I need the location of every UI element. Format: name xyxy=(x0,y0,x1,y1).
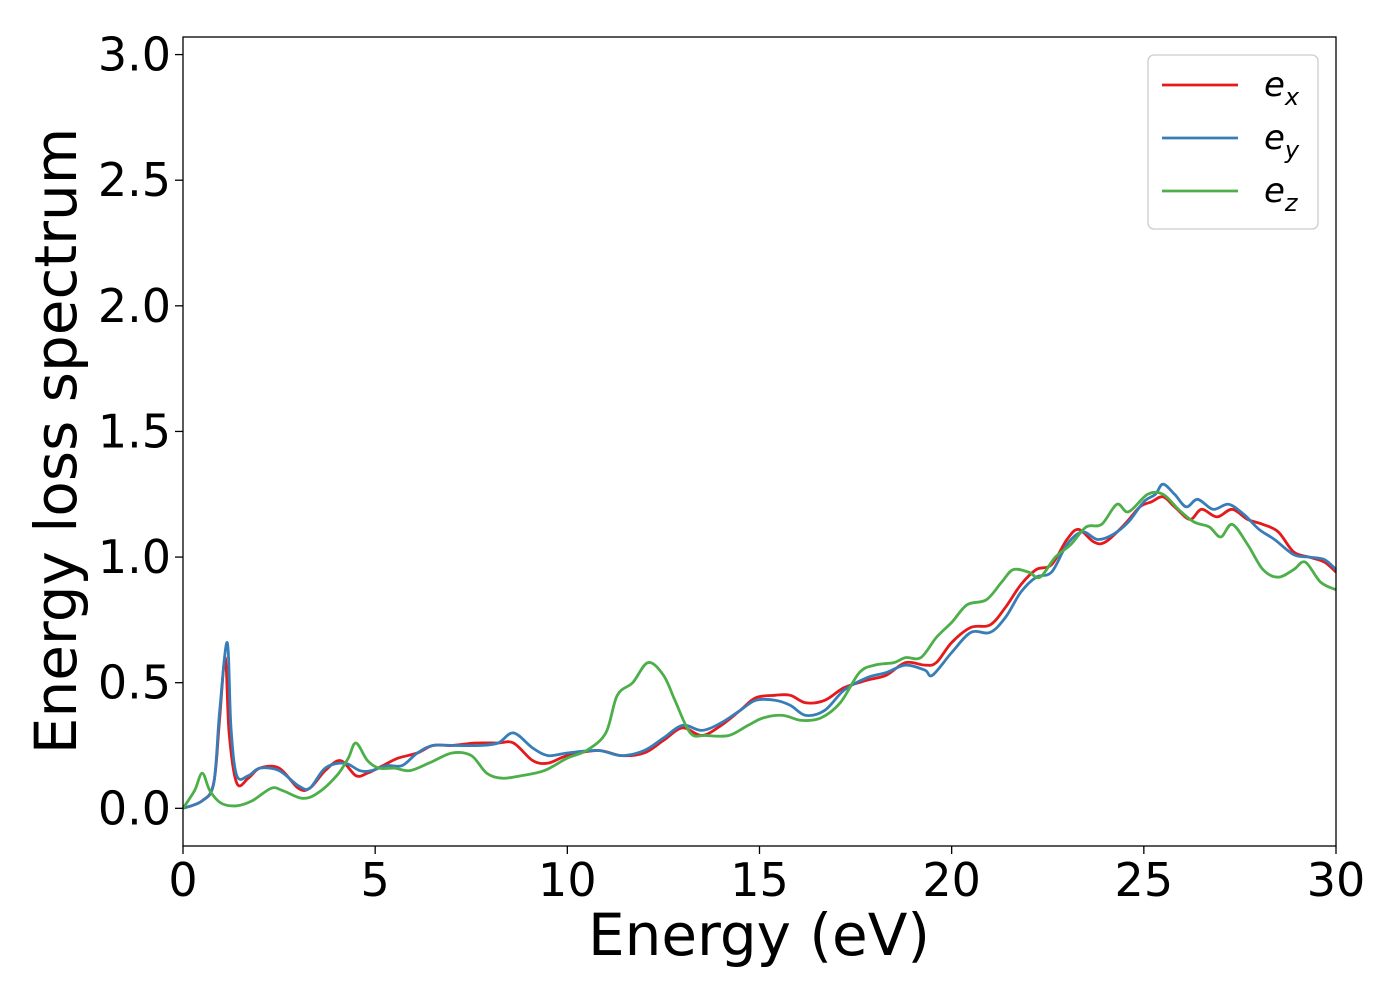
legend-label-subscript: x xyxy=(1284,83,1300,111)
y-tick-label: 3.0 xyxy=(98,28,171,82)
series-line-ex xyxy=(182,495,1337,810)
y-tick-label: 2.0 xyxy=(98,279,171,333)
legend-label-subscript: z xyxy=(1284,189,1299,217)
x-tick-label: 25 xyxy=(1115,853,1174,907)
y-tick-label: 1.0 xyxy=(98,530,171,584)
y-tick-label: 0.5 xyxy=(98,656,171,710)
legend-label-subscript: y xyxy=(1284,136,1300,164)
x-tick-label: 10 xyxy=(538,853,597,907)
legend-label-base: e xyxy=(1264,171,1285,211)
legend-label-ey: ey xyxy=(1264,118,1300,164)
y-tick-label: 0.0 xyxy=(98,781,171,835)
x-axis-ticks: 0 5 10 15 20 25 30 xyxy=(168,846,1365,907)
series-layer xyxy=(181,482,1337,810)
x-tick-label: 20 xyxy=(922,853,981,907)
legend-label-base: e xyxy=(1264,118,1285,158)
legend-label-base: e xyxy=(1264,65,1285,105)
legend-label-ex: ex xyxy=(1264,65,1300,111)
x-tick-label: 30 xyxy=(1307,853,1366,907)
y-tick-label: 1.5 xyxy=(98,404,171,458)
y-axis-title: Energy loss spectrum xyxy=(22,128,90,754)
x-axis-title: Energy (eV) xyxy=(588,901,930,969)
x-tick-label: 5 xyxy=(361,853,390,907)
legend-box xyxy=(1147,54,1319,230)
series-line-ez xyxy=(181,490,1337,810)
series-line-ey xyxy=(182,482,1337,810)
x-tick-label: 0 xyxy=(168,853,197,907)
plot-area xyxy=(183,37,1336,846)
legend-label-ez: ez xyxy=(1264,171,1299,217)
y-tick-label: 2.5 xyxy=(98,153,171,207)
y-axis-ticks: 0.0 0.5 1.0 1.5 2.0 2.5 3.0 xyxy=(98,28,183,835)
x-tick-label: 15 xyxy=(730,853,789,907)
